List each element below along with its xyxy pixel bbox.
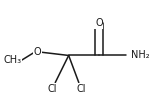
Text: NH₂: NH₂ bbox=[131, 50, 149, 60]
Text: Cl: Cl bbox=[77, 84, 86, 94]
Text: Cl: Cl bbox=[48, 84, 57, 94]
Text: O: O bbox=[34, 47, 41, 57]
Text: O: O bbox=[95, 18, 103, 28]
Text: CH₃: CH₃ bbox=[3, 55, 21, 65]
